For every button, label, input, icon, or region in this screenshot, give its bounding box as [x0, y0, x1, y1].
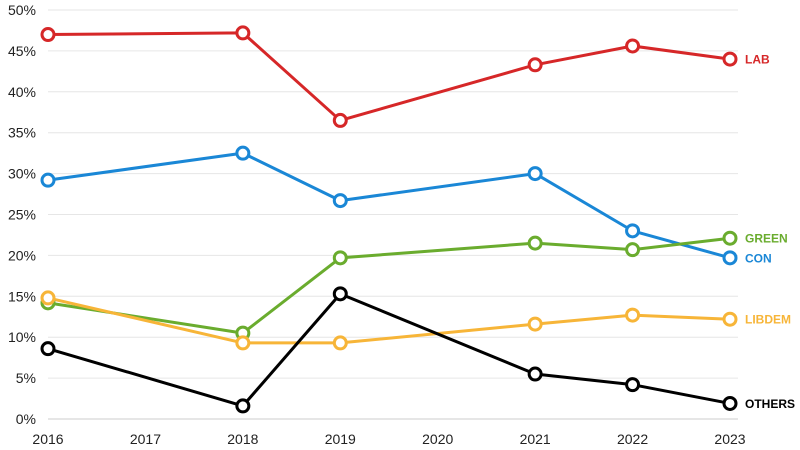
- series-line-lab: [47, 31, 731, 122]
- data-point-con: [332, 193, 348, 209]
- series-points: [40, 25, 738, 414]
- data-point-libdem: [235, 335, 251, 351]
- series-line-green: [47, 236, 731, 335]
- data-point-lab: [527, 57, 543, 73]
- data-point-libdem: [722, 311, 738, 327]
- series-label-others: OTHERS: [745, 397, 795, 411]
- series-line-others: [47, 292, 731, 408]
- x-tick-label: 2021: [520, 431, 551, 447]
- data-point-others: [332, 286, 348, 302]
- x-tick-label: 2017: [130, 431, 161, 447]
- y-axis-tick-labels: 0% 5% 10% 15% 20% 25% 30% 35% 40% 45% 50%: [8, 2, 36, 427]
- x-tick-label: 2019: [325, 431, 356, 447]
- data-point-libdem: [332, 335, 348, 351]
- series-labels: LAB CON GREEN LIBDEM OTHERS: [745, 53, 795, 411]
- y-tick-label: 0%: [16, 411, 36, 427]
- data-point-con: [625, 223, 641, 239]
- data-point-con: [722, 250, 738, 266]
- x-tick-label: 2020: [422, 431, 453, 447]
- data-point-green: [332, 250, 348, 266]
- y-tick-label: 5%: [16, 370, 36, 386]
- x-axis-tick-labels: 2016 2017 2018 2019 2020 2021 2022 2023: [32, 431, 745, 447]
- data-point-green: [625, 242, 641, 258]
- y-tick-label: 25%: [8, 207, 36, 223]
- series-line-con: [47, 151, 731, 260]
- x-tick-label: 2023: [714, 431, 745, 447]
- series-label-con: CON: [745, 251, 772, 265]
- data-point-con: [235, 145, 251, 161]
- y-tick-label: 50%: [8, 2, 36, 18]
- data-point-green: [722, 230, 738, 246]
- data-point-others: [722, 395, 738, 411]
- x-tick-label: 2016: [32, 431, 63, 447]
- data-point-libdem: [527, 316, 543, 332]
- data-point-lab: [235, 25, 251, 41]
- data-point-libdem: [40, 290, 56, 306]
- data-point-others: [527, 366, 543, 382]
- y-tick-label: 15%: [8, 288, 36, 304]
- series-lines: [47, 31, 731, 408]
- x-tick-label: 2022: [617, 431, 648, 447]
- y-tick-label: 40%: [8, 84, 36, 100]
- data-point-others: [40, 341, 56, 357]
- data-point-libdem: [625, 307, 641, 323]
- y-tick-label: 10%: [8, 329, 36, 345]
- data-point-others: [235, 398, 251, 414]
- data-point-con: [527, 166, 543, 182]
- y-tick-label: 45%: [8, 43, 36, 59]
- data-point-others: [625, 377, 641, 393]
- data-point-lab: [332, 112, 348, 128]
- y-tick-label: 35%: [8, 125, 36, 141]
- series-label-libdem: LIBDEM: [745, 313, 791, 327]
- y-tick-label: 30%: [8, 166, 36, 182]
- series-label-green: GREEN: [745, 232, 788, 246]
- data-point-lab: [40, 27, 56, 43]
- data-point-lab: [625, 38, 641, 54]
- x-tick-label: 2018: [227, 431, 258, 447]
- data-point-lab: [722, 51, 738, 67]
- y-tick-label: 20%: [8, 247, 36, 263]
- data-point-green: [527, 235, 543, 251]
- gridlines: [48, 9, 738, 420]
- data-point-con: [40, 172, 56, 188]
- series-label-lab: LAB: [745, 53, 770, 67]
